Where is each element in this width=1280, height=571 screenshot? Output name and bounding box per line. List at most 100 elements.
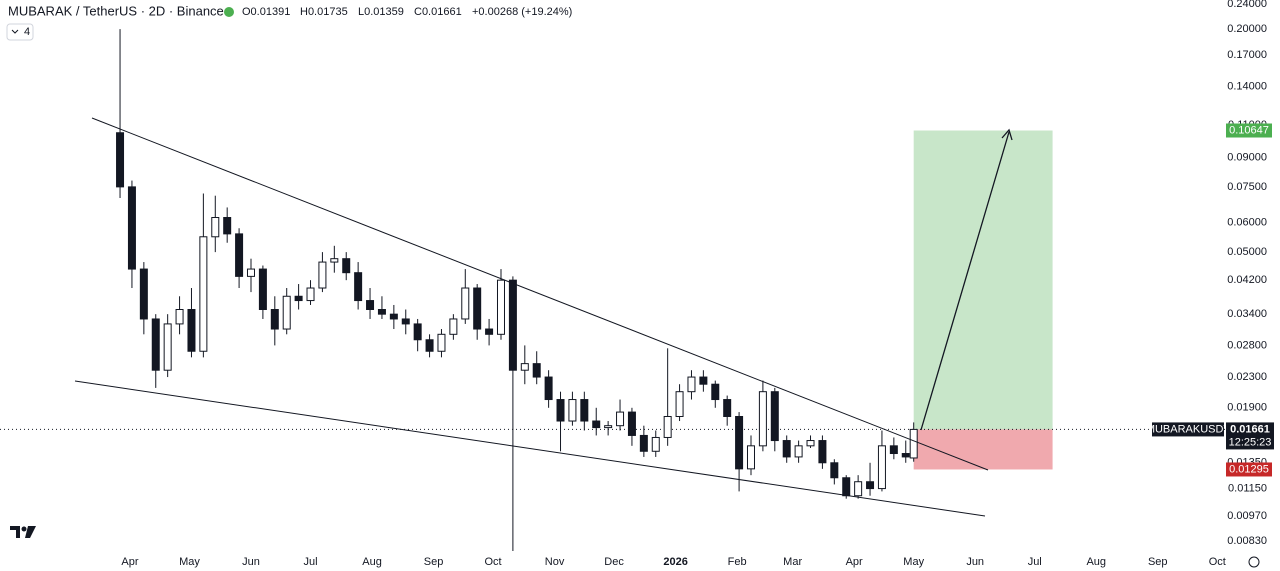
y-tick-label: 0.09000 [1227, 151, 1267, 163]
candle-body [461, 287, 470, 320]
candle-body [866, 481, 875, 490]
price-axis: 0.240000.200000.170000.140000.110000.090… [121, 0, 1274, 568]
y-tick-label: 0.02800 [1227, 339, 1267, 351]
candle-body [842, 477, 851, 497]
candle-body [377, 309, 386, 315]
candle-body [604, 425, 613, 429]
x-tick-label: Jul [303, 556, 317, 568]
chevron [11, 29, 19, 34]
candle-body [366, 300, 375, 311]
candle-body [199, 236, 208, 352]
candle-body [830, 462, 839, 479]
candle-body [139, 268, 148, 320]
candle-body [413, 323, 422, 341]
ohlc-change: +0.00268 (+19.24%) [472, 6, 572, 18]
candle-body [187, 309, 196, 352]
ohlc-high: H0.01735 [300, 6, 348, 18]
x-tick-label: Apr [121, 556, 138, 568]
candle-body [342, 258, 351, 274]
x-tick-label: Aug [362, 556, 382, 568]
x-tick-label: Sep [424, 556, 444, 568]
candle-body [306, 287, 315, 302]
candle-body [175, 309, 184, 325]
candle-body [687, 376, 696, 393]
candle-body [532, 363, 541, 378]
candle-body [223, 217, 232, 235]
candle-body [735, 415, 744, 470]
indicator-count: 4 [24, 26, 30, 38]
y-tick-label: 0.17000 [1227, 49, 1267, 61]
plot-area [0, 29, 1225, 552]
candle-body [246, 268, 255, 277]
y-tick-label: 0.01900 [1227, 402, 1267, 414]
candle-body [909, 428, 918, 459]
x-tick-label: Oct [1209, 556, 1226, 568]
candle-body [425, 339, 434, 352]
x-tick-label: Sep [1148, 556, 1168, 568]
candle-body [699, 376, 708, 385]
ohlc-open: O0.01391 [242, 6, 290, 18]
y-tick-label: 0.00970 [1227, 510, 1267, 522]
candle-body [544, 376, 553, 401]
candle-body [592, 420, 601, 429]
candle-body [235, 233, 244, 277]
x-tick-label: Aug [1086, 556, 1106, 568]
x-tick-label: Jul [1028, 556, 1042, 568]
candle-body [485, 328, 494, 335]
candle-body [901, 453, 910, 458]
candle-body [258, 268, 267, 311]
x-tick-label: 2026 [663, 556, 687, 568]
ohlc-close: C0.01661 [414, 6, 462, 18]
candle-body [854, 481, 863, 497]
y-tick-label: 0.07500 [1227, 181, 1267, 193]
candle-body [354, 272, 363, 302]
candle-body [282, 295, 291, 330]
candle-body [556, 399, 565, 422]
candle-body [877, 445, 886, 490]
arrow-head [1001, 128, 1013, 141]
lower-trendline [74, 380, 986, 517]
y-tick-label: 0.05000 [1227, 246, 1267, 258]
candle-body [758, 391, 767, 447]
candle-body [746, 445, 755, 470]
candle-body [520, 363, 529, 371]
ohlc-low: L0.01359 [358, 6, 404, 18]
candle-body [473, 287, 482, 330]
candle-body [770, 391, 779, 442]
candle-body [330, 258, 339, 263]
x-tick-label: Jun [242, 556, 260, 568]
status-dot [224, 7, 234, 17]
settings-icon[interactable] [1248, 556, 1260, 568]
last-price-label: 0.01661 [1230, 423, 1270, 435]
indicator-toggle[interactable] [6, 23, 34, 41]
candle-body [116, 132, 125, 188]
candle-body [675, 391, 684, 417]
candle-body [389, 313, 398, 320]
y-tick-label: 0.01150 [1228, 482, 1267, 494]
x-tick-label: Jun [966, 556, 984, 568]
x-tick-label: Feb [728, 556, 747, 568]
x-tick-label: May [179, 556, 200, 568]
symbol-label: MUBARAKUSDT [1146, 423, 1231, 435]
y-tick-label: 0.00830 [1227, 535, 1267, 547]
target-label: 0.10647 [1229, 124, 1269, 136]
candle-body [639, 434, 648, 452]
candle-body [782, 440, 791, 458]
x-tick-label: Apr [846, 556, 863, 568]
candle-body [127, 186, 136, 270]
countdown: 12:25:23 [1229, 436, 1272, 448]
candle-body [496, 279, 505, 335]
y-tick-label: 0.14000 [1227, 80, 1267, 92]
candle-body [211, 217, 220, 238]
symbol-box [1152, 422, 1224, 437]
stop-label: 0.01295 [1229, 463, 1269, 475]
candle-body [580, 399, 589, 422]
candle-body [318, 261, 327, 289]
candle-body [401, 318, 410, 325]
x-tick-label: Nov [545, 556, 565, 568]
candle-body [651, 436, 660, 452]
candle-body [723, 399, 732, 417]
x-tick-label: Dec [604, 556, 624, 568]
